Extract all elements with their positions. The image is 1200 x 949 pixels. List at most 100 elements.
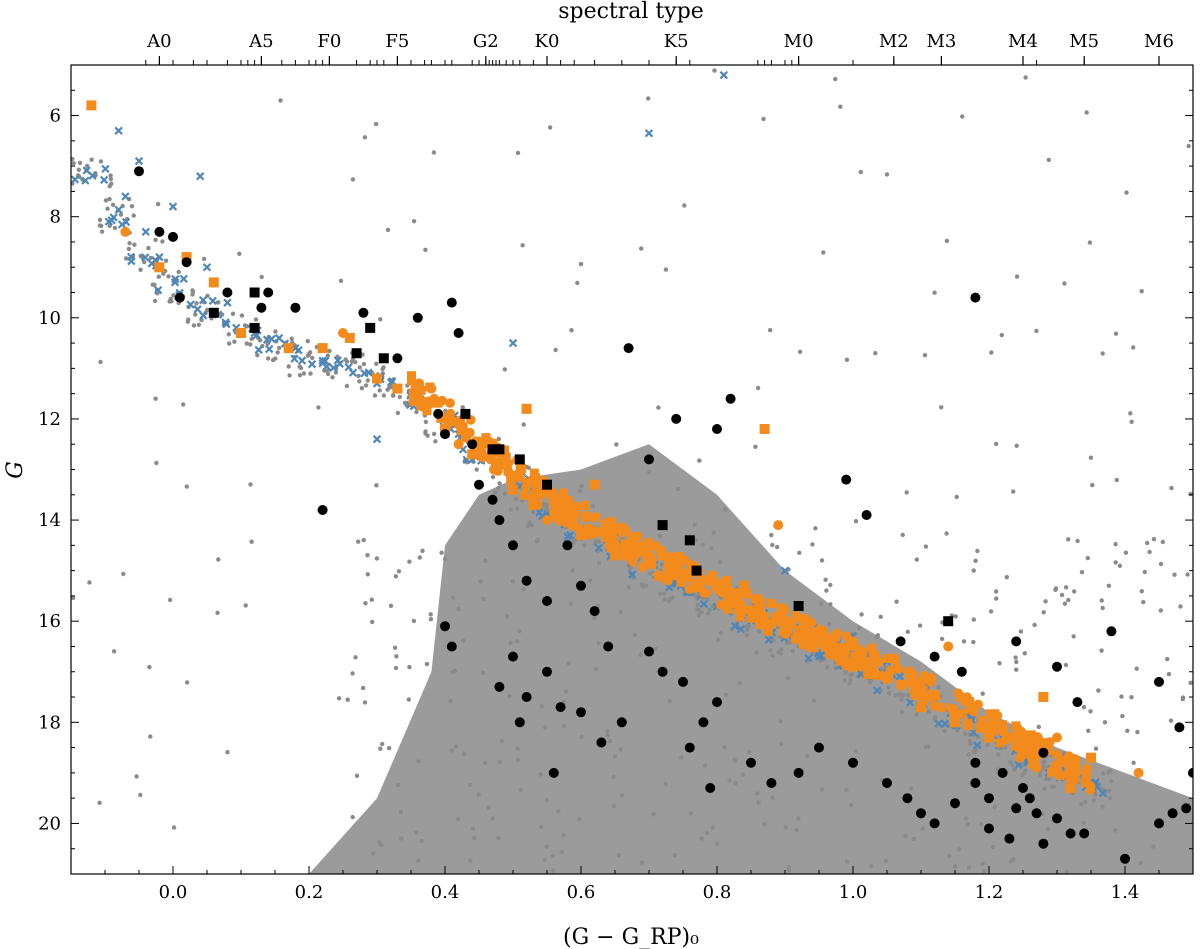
orange-square-marker [627,532,636,542]
black-circle-marker [623,343,634,354]
orange-circle-marker [654,570,665,580]
field-star [718,630,723,636]
field-star [1128,411,1133,416]
field-star [762,821,767,827]
orange-circle-marker [747,612,757,623]
field-star [886,691,892,696]
field-star [343,357,348,362]
field-star [659,562,664,567]
field-star [486,805,491,810]
field-star [566,661,571,666]
field-star [692,522,697,527]
spectral-type-label: M0 [784,31,814,52]
black-circle-marker [412,312,423,323]
field-star [507,694,512,699]
field-star [216,557,221,562]
orange-square-marker [555,515,566,526]
orange-square-marker [422,406,432,416]
field-star [675,486,681,492]
orange-circle-marker [627,550,637,560]
black-circle-marker [848,757,858,768]
field-star [857,625,862,631]
field-star [954,494,959,500]
field-star [538,824,544,829]
field-star [414,409,419,415]
field-star [973,558,978,563]
field-star [756,629,761,634]
field-star [1043,776,1049,782]
field-star [705,611,711,616]
orange-square-marker [521,403,532,414]
orange-circle-marker [453,439,464,450]
black-circle-marker [433,408,444,419]
orange-square-marker [763,626,773,636]
field-star [431,150,437,155]
field-star [71,595,76,601]
black-circle-marker [1154,676,1164,687]
field-star [399,836,404,841]
field-star [747,749,752,755]
field-star [971,617,976,622]
orange-square-marker [868,660,878,670]
field-star [171,293,176,298]
field-star [1066,537,1071,542]
field-star [564,689,569,694]
black-square-marker [208,307,219,318]
orange-square-marker [723,595,733,605]
field-star [632,632,637,638]
field-star [1100,804,1105,809]
field-star [697,458,702,463]
orange-circle-marker [674,564,685,575]
field-star [994,596,999,601]
field-star [138,792,143,798]
field-star [97,217,103,223]
field-star [755,385,761,391]
field-star [825,665,830,670]
field-star [700,542,706,547]
member-x-marker [329,363,338,373]
orange-square-marker [656,546,666,555]
field-star [516,757,521,763]
orange-square-marker [418,401,428,411]
member-x-marker [186,300,195,309]
black-circle-marker [644,646,654,657]
field-star [496,436,501,442]
field-star [227,341,232,346]
orange-square-marker [950,717,960,728]
member-x-marker [254,345,263,355]
black-square-marker [684,535,695,546]
field-star [873,351,878,356]
black-circle-marker [440,621,450,632]
field-star [508,507,514,512]
field-star [353,655,358,660]
field-star [411,618,417,624]
field-star [502,367,507,372]
field-star [1106,583,1112,588]
black-square-marker [249,322,260,333]
black-circle-marker [174,292,185,303]
field-star [745,627,750,632]
black-circle-marker [1154,818,1164,829]
orange-circle-marker [683,573,694,583]
field-star [531,509,536,515]
field-star [515,639,520,644]
orange-square-marker [830,632,840,642]
black-square-marker [542,479,552,490]
field-star [897,692,902,697]
field-star [957,847,962,852]
field-star [184,484,189,489]
field-star [414,830,419,835]
field-star [406,697,411,702]
orange-circle-marker [1012,723,1023,733]
field-star [1079,570,1085,575]
orange-square-marker [1027,751,1037,761]
member-x-marker [318,356,327,365]
field-star [999,332,1004,338]
black-circle-marker [1079,828,1090,839]
field-star [1134,666,1139,671]
field-star [666,598,672,604]
field-star [419,838,424,844]
orange-circle-marker [943,641,954,652]
field-star [112,225,118,231]
field-star [821,250,826,255]
